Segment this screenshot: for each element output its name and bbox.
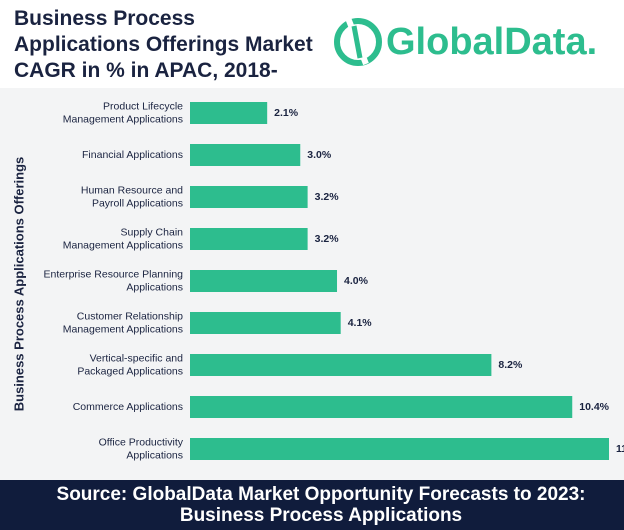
y-tick-label: Enterprise Resource Planning Applications [44,268,184,293]
y-axis-label: Business Process Applications Offerings [11,157,26,412]
data-label: 2.1% [274,107,299,119]
y-tick-label: Vertical-specific and Packaged Applicatio… [77,352,183,377]
y-tick-label: Office Productivity Applications [99,436,184,461]
bar [190,396,573,418]
bar [190,354,492,376]
data-label: 8.2% [498,359,523,371]
y-tick-label: Commerce Applications [73,401,183,413]
bar [190,102,268,124]
logo-text: GlobalData. [386,21,597,63]
y-tick-label: Product Lifecycle Management Applications [63,100,183,125]
source: Source: GlobalData Market Opportunity Fo… [0,480,624,530]
bar [190,312,341,334]
data-label: 4.1% [348,317,373,329]
logo: GlobalData. [334,16,597,66]
data-label: 11.4% [616,443,624,455]
y-tick-label: Human Resource and Payroll Applications [81,184,183,209]
data-label: 10.4% [579,401,609,413]
data-label: 3.0% [307,149,332,161]
y-tick-label: Financial Applications [82,149,183,161]
chart: Business Process Applications Offerings … [0,88,624,480]
data-label: 3.2% [315,233,340,245]
logo-icon [334,18,382,66]
bar [190,144,301,166]
bar [190,228,308,250]
y-tick-label: Supply Chain Management Applications [63,226,183,251]
logo-icon [351,25,363,59]
bar [190,186,308,208]
data-label: 3.2% [315,191,340,203]
data-label: 4.0% [344,275,369,287]
bar [190,270,338,292]
bar [190,438,609,460]
y-tick-label: Customer Relationship Management Applicat… [63,310,183,335]
